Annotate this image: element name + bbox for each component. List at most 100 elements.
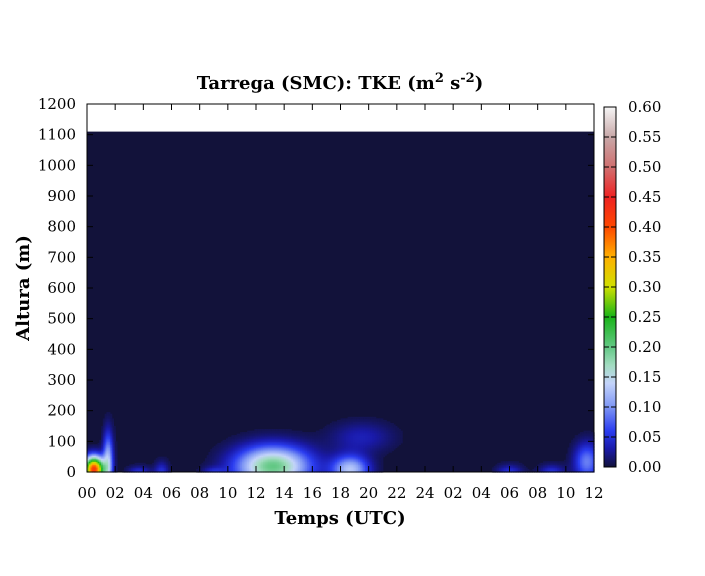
heatmap-cell xyxy=(542,462,546,465)
heatmap-cell xyxy=(222,462,225,465)
heatmap-cell xyxy=(396,429,400,432)
heatmap-cell xyxy=(215,447,218,450)
heatmap-cell xyxy=(268,458,271,461)
heatmap-cell xyxy=(220,449,224,452)
heatmap-cell xyxy=(344,438,347,441)
heatmap-cell xyxy=(359,421,363,424)
heatmap-cell xyxy=(127,468,130,472)
heatmap-cell xyxy=(115,444,118,447)
heatmap-cell xyxy=(284,430,287,433)
heatmap-cell xyxy=(319,459,322,462)
heatmap-cell xyxy=(579,459,583,462)
heatmap-cell xyxy=(359,453,363,456)
heatmap-cell xyxy=(247,459,250,462)
heatmap-cell xyxy=(213,447,217,450)
heatmap-cell xyxy=(266,456,269,459)
heatmap-cell xyxy=(354,464,357,467)
heatmap-cell xyxy=(389,449,393,452)
heatmap-cell xyxy=(215,462,218,465)
heatmap-cell xyxy=(331,422,335,426)
heatmap-cell xyxy=(585,467,588,470)
heatmap-cell xyxy=(571,465,574,468)
heatmap-cell xyxy=(310,458,313,461)
heatmap-cell xyxy=(347,449,350,452)
heatmap-cell xyxy=(361,450,364,453)
heatmap-cell xyxy=(586,450,590,453)
heatmap-cell xyxy=(340,459,343,462)
heatmap-cell xyxy=(240,465,243,468)
heatmap-cell xyxy=(574,464,577,467)
heatmap-cell xyxy=(264,456,268,459)
heatmap-cell xyxy=(280,458,284,461)
heatmap-cell xyxy=(539,467,542,470)
heatmap-cell xyxy=(588,456,592,459)
heatmap-cell xyxy=(111,456,115,459)
heatmap-cell xyxy=(342,449,345,452)
heatmap-cell xyxy=(240,439,243,442)
heatmap-cell xyxy=(377,453,380,456)
heatmap-cell xyxy=(338,445,342,449)
heatmap-cell xyxy=(361,427,364,430)
heatmap-cell xyxy=(224,459,227,462)
heatmap-cell xyxy=(159,459,162,462)
heatmap-cell xyxy=(372,467,375,470)
heatmap-cell xyxy=(578,435,581,438)
heatmap-cell xyxy=(241,444,245,447)
heatmap-cell xyxy=(270,447,273,450)
heatmap-cell xyxy=(562,464,565,467)
heatmap-cell xyxy=(370,444,373,447)
heatmap-cell xyxy=(95,444,99,447)
heatmap-cell xyxy=(270,439,273,442)
heatmap-cell xyxy=(317,462,320,465)
heatmap-cell xyxy=(321,441,324,444)
heatmap-cell xyxy=(231,436,234,439)
heatmap-cell xyxy=(243,433,247,436)
heatmap-cell xyxy=(317,458,320,461)
heatmap-cell xyxy=(226,453,229,456)
heatmap-cell xyxy=(370,426,373,429)
heatmap-cell xyxy=(256,447,259,450)
heatmap-cell xyxy=(217,464,220,467)
heatmap-cell xyxy=(108,415,111,418)
heatmap-cell xyxy=(234,462,238,465)
heatmap-cell xyxy=(167,467,171,470)
heatmap-cell xyxy=(111,442,115,445)
heatmap-cell xyxy=(97,444,100,447)
heatmap-cell xyxy=(298,453,301,456)
heatmap-cell xyxy=(329,433,333,436)
heatmap-cell xyxy=(240,449,243,452)
heatmap-cell xyxy=(222,444,225,447)
heatmap-cell xyxy=(583,447,586,450)
heatmap-cell xyxy=(111,467,115,470)
heatmap-cell xyxy=(250,462,254,465)
heatmap-cell xyxy=(241,461,245,464)
heatmap-cell xyxy=(266,439,269,442)
heatmap-cell xyxy=(342,430,345,433)
heatmap-cell xyxy=(317,450,320,453)
heatmap-cell xyxy=(102,462,106,465)
heatmap-cell xyxy=(322,467,326,470)
heatmap-cell xyxy=(285,435,289,438)
heatmap-cell xyxy=(310,456,313,459)
heatmap-cell xyxy=(102,468,106,472)
heatmap-cell xyxy=(345,461,349,464)
heatmap-cell xyxy=(340,449,343,452)
heatmap-cell xyxy=(247,458,250,461)
heatmap-cell xyxy=(581,438,585,441)
heatmap-cell xyxy=(296,436,299,439)
heatmap-cell xyxy=(358,416,361,419)
heatmap-cell xyxy=(359,438,363,441)
heatmap-cell xyxy=(329,447,333,450)
heatmap-cell xyxy=(113,468,116,472)
heatmap-cell xyxy=(97,445,100,449)
heatmap-cell xyxy=(366,450,370,453)
heatmap-cell xyxy=(308,456,312,459)
heatmap-cell xyxy=(134,462,137,465)
heatmap-cell xyxy=(222,468,225,472)
heatmap-cell xyxy=(331,461,335,464)
heatmap-cell xyxy=(305,455,308,458)
heatmap-cell xyxy=(576,447,579,450)
heatmap-cell xyxy=(127,465,130,468)
heatmap-cell xyxy=(247,468,250,472)
heatmap-cell xyxy=(247,432,250,435)
